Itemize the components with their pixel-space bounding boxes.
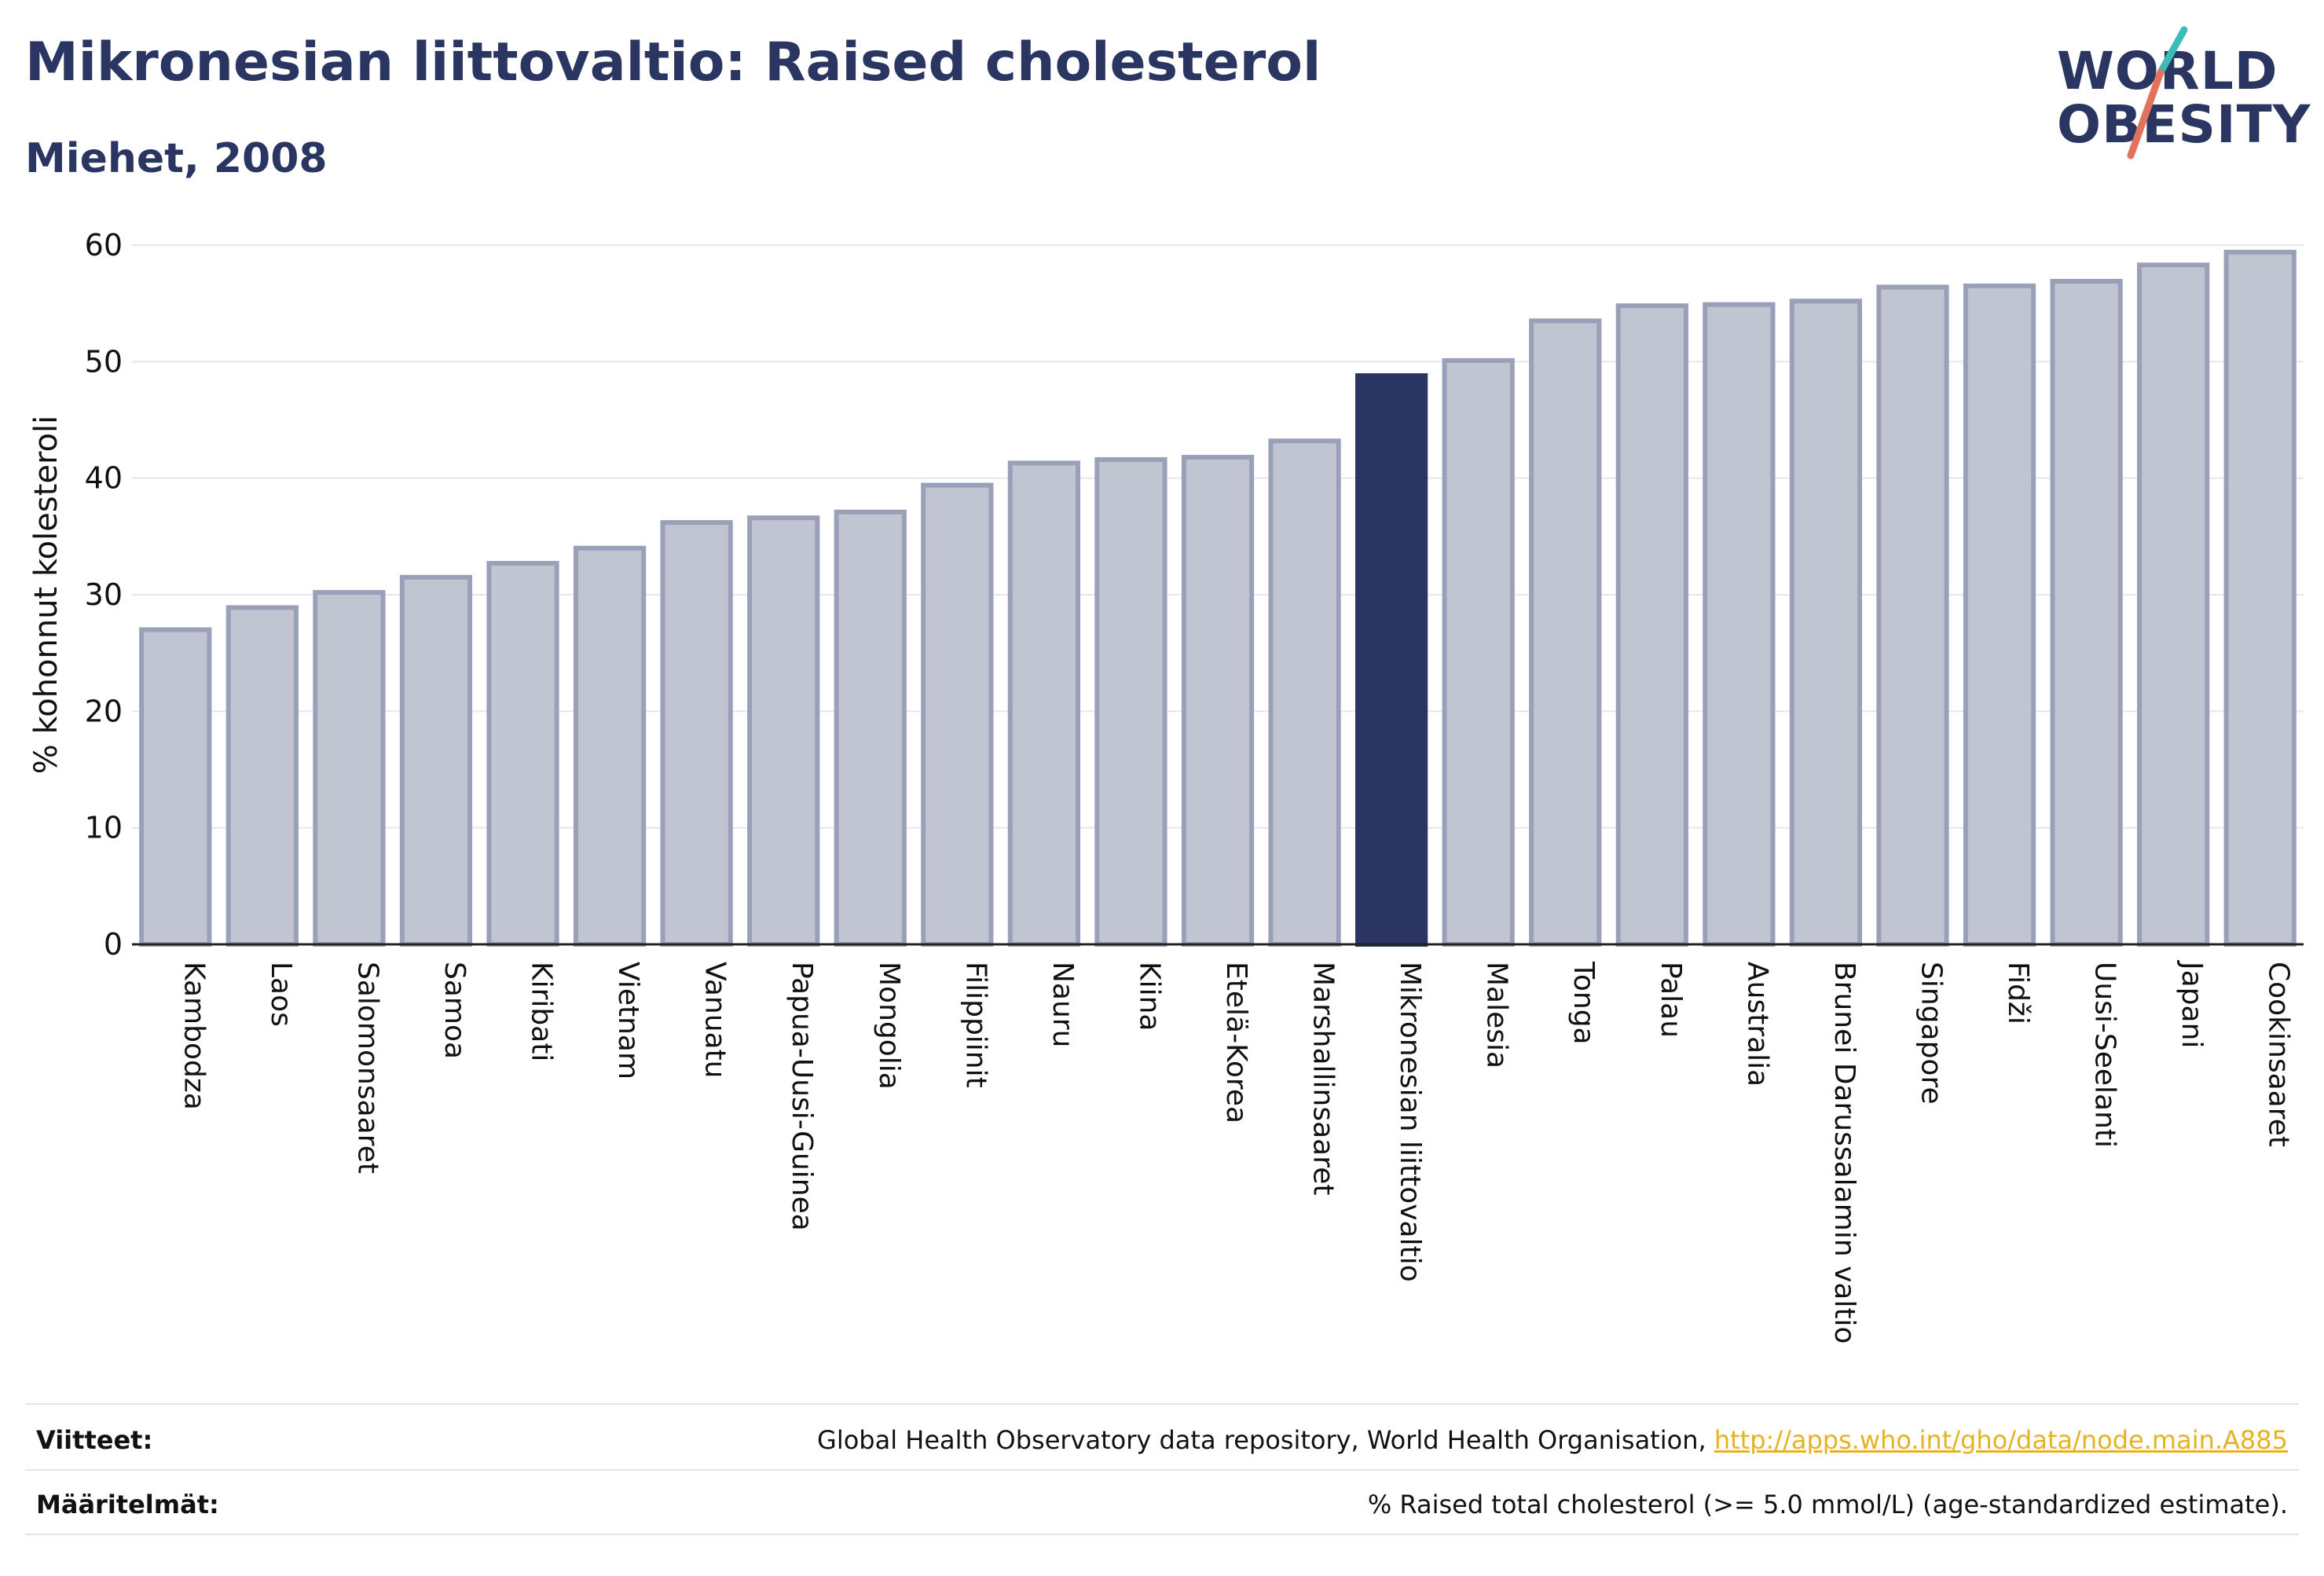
bar bbox=[225, 605, 299, 947]
world-obesity-logo: WORLD OBESITY bbox=[2043, 24, 2310, 165]
bar bbox=[1007, 460, 1080, 947]
x-tick-label: Singapore bbox=[1915, 962, 1947, 1105]
chart-title: Mikronesian liittovaltio: Raised cholest… bbox=[25, 31, 1321, 93]
bar bbox=[1529, 318, 1602, 947]
bar bbox=[399, 574, 473, 947]
x-tick-label: Palau bbox=[1655, 962, 1687, 1038]
x-tick-labels: Kambodza Laos Salomonsaaret Samoa Kiribati Vi… bbox=[178, 960, 2294, 1344]
definitions-text: % Raised total cholesterol (>= 5.0 mmol/… bbox=[1367, 1490, 2288, 1519]
bar bbox=[1615, 303, 1688, 947]
x-tick-label: Australia bbox=[1741, 962, 1773, 1087]
bar bbox=[1181, 454, 1255, 947]
footer-divider-middle bbox=[25, 1469, 2299, 1471]
definitions-label: Määritelmät: bbox=[36, 1490, 219, 1519]
bar bbox=[747, 515, 820, 947]
x-tick-label: Papua-Uusi-Guinea bbox=[786, 962, 818, 1231]
x-tick-label: Kambodza bbox=[178, 962, 210, 1110]
bar bbox=[1268, 438, 1341, 947]
y-tick-label: 10 bbox=[85, 811, 123, 845]
y-tick-label: 40 bbox=[85, 461, 123, 496]
x-tick-label: Tonga bbox=[1567, 961, 1600, 1045]
logo-slash-icon bbox=[2127, 26, 2188, 159]
x-tick-label: Laos bbox=[265, 962, 297, 1027]
bar bbox=[834, 509, 907, 947]
x-tick-label: Fidži bbox=[2002, 962, 2034, 1024]
chart-subtitle: Miehet, 2008 bbox=[25, 135, 328, 182]
bar bbox=[921, 482, 994, 947]
bar bbox=[1703, 302, 1776, 947]
x-tick-label: Vanuatu bbox=[699, 962, 731, 1079]
bar bbox=[1789, 299, 1863, 947]
bars bbox=[139, 249, 2297, 947]
y-tick-label: 50 bbox=[85, 344, 123, 379]
y-tick-label: 60 bbox=[85, 228, 123, 262]
y-tick-labels: 0 10 20 30 40 50 60 bbox=[85, 228, 123, 962]
footer-divider-top bbox=[25, 1403, 2299, 1405]
x-tick-label: Kiribati bbox=[526, 962, 558, 1061]
bar bbox=[1876, 284, 1949, 947]
x-tick-label: Etelä-Korea bbox=[1220, 962, 1252, 1123]
bar bbox=[2137, 262, 2210, 947]
bar bbox=[660, 520, 733, 947]
bar bbox=[2223, 249, 2297, 947]
x-tick-label: Cookinsaaret bbox=[2263, 962, 2295, 1147]
y-axis-label: % kohonnut kolesteroli bbox=[28, 416, 64, 775]
y-tick-label: 20 bbox=[85, 694, 123, 728]
x-tick-label: Salomonsaaret bbox=[351, 962, 383, 1174]
x-tick-label: Mikronesian liittovaltio bbox=[1394, 962, 1426, 1282]
footer-divider-bottom bbox=[25, 1534, 2299, 1535]
x-tick-label: Vietnam bbox=[612, 962, 644, 1079]
bar bbox=[486, 560, 559, 947]
bar bbox=[139, 627, 212, 947]
x-tick-label: Uusi-Seelanti bbox=[2089, 962, 2121, 1148]
logo-word-obesity: OBESITY bbox=[2057, 94, 2311, 155]
x-tick-label: Brunei Darussalamin valtio bbox=[1828, 962, 1860, 1344]
x-tick-label: Marshallinsaaret bbox=[1307, 962, 1340, 1196]
x-tick-label: Nauru bbox=[1047, 962, 1079, 1047]
sources-value: Global Health Observatory data repositor… bbox=[817, 1425, 2288, 1455]
sources-text: Global Health Observatory data repositor… bbox=[817, 1425, 1714, 1455]
bar bbox=[2050, 278, 2123, 947]
x-tick-label: Filippiinit bbox=[959, 962, 992, 1088]
bar bbox=[573, 545, 647, 947]
bar-highlighted bbox=[1355, 373, 1428, 947]
x-tick-label: Mongolia bbox=[873, 962, 905, 1090]
x-tick-label: Japani bbox=[2176, 960, 2208, 1048]
bar bbox=[1963, 283, 2036, 947]
bar bbox=[1094, 456, 1167, 947]
bar-chart: 0 10 20 30 40 50 60 Kambodza Laos Salomonsaaret S… bbox=[28, 228, 2304, 1344]
x-tick-label: Kiina bbox=[1133, 962, 1165, 1032]
bar bbox=[313, 590, 386, 947]
y-tick-label: 0 bbox=[104, 927, 123, 962]
x-tick-label: Samoa bbox=[438, 962, 471, 1059]
y-tick-label: 30 bbox=[85, 577, 123, 612]
bar bbox=[1442, 357, 1515, 947]
x-tick-label: Malesia bbox=[1481, 962, 1513, 1068]
sources-link[interactable]: http://apps.who.int/gho/data/node.main.A… bbox=[1714, 1425, 2288, 1455]
sources-label: Viitteet: bbox=[36, 1425, 153, 1455]
